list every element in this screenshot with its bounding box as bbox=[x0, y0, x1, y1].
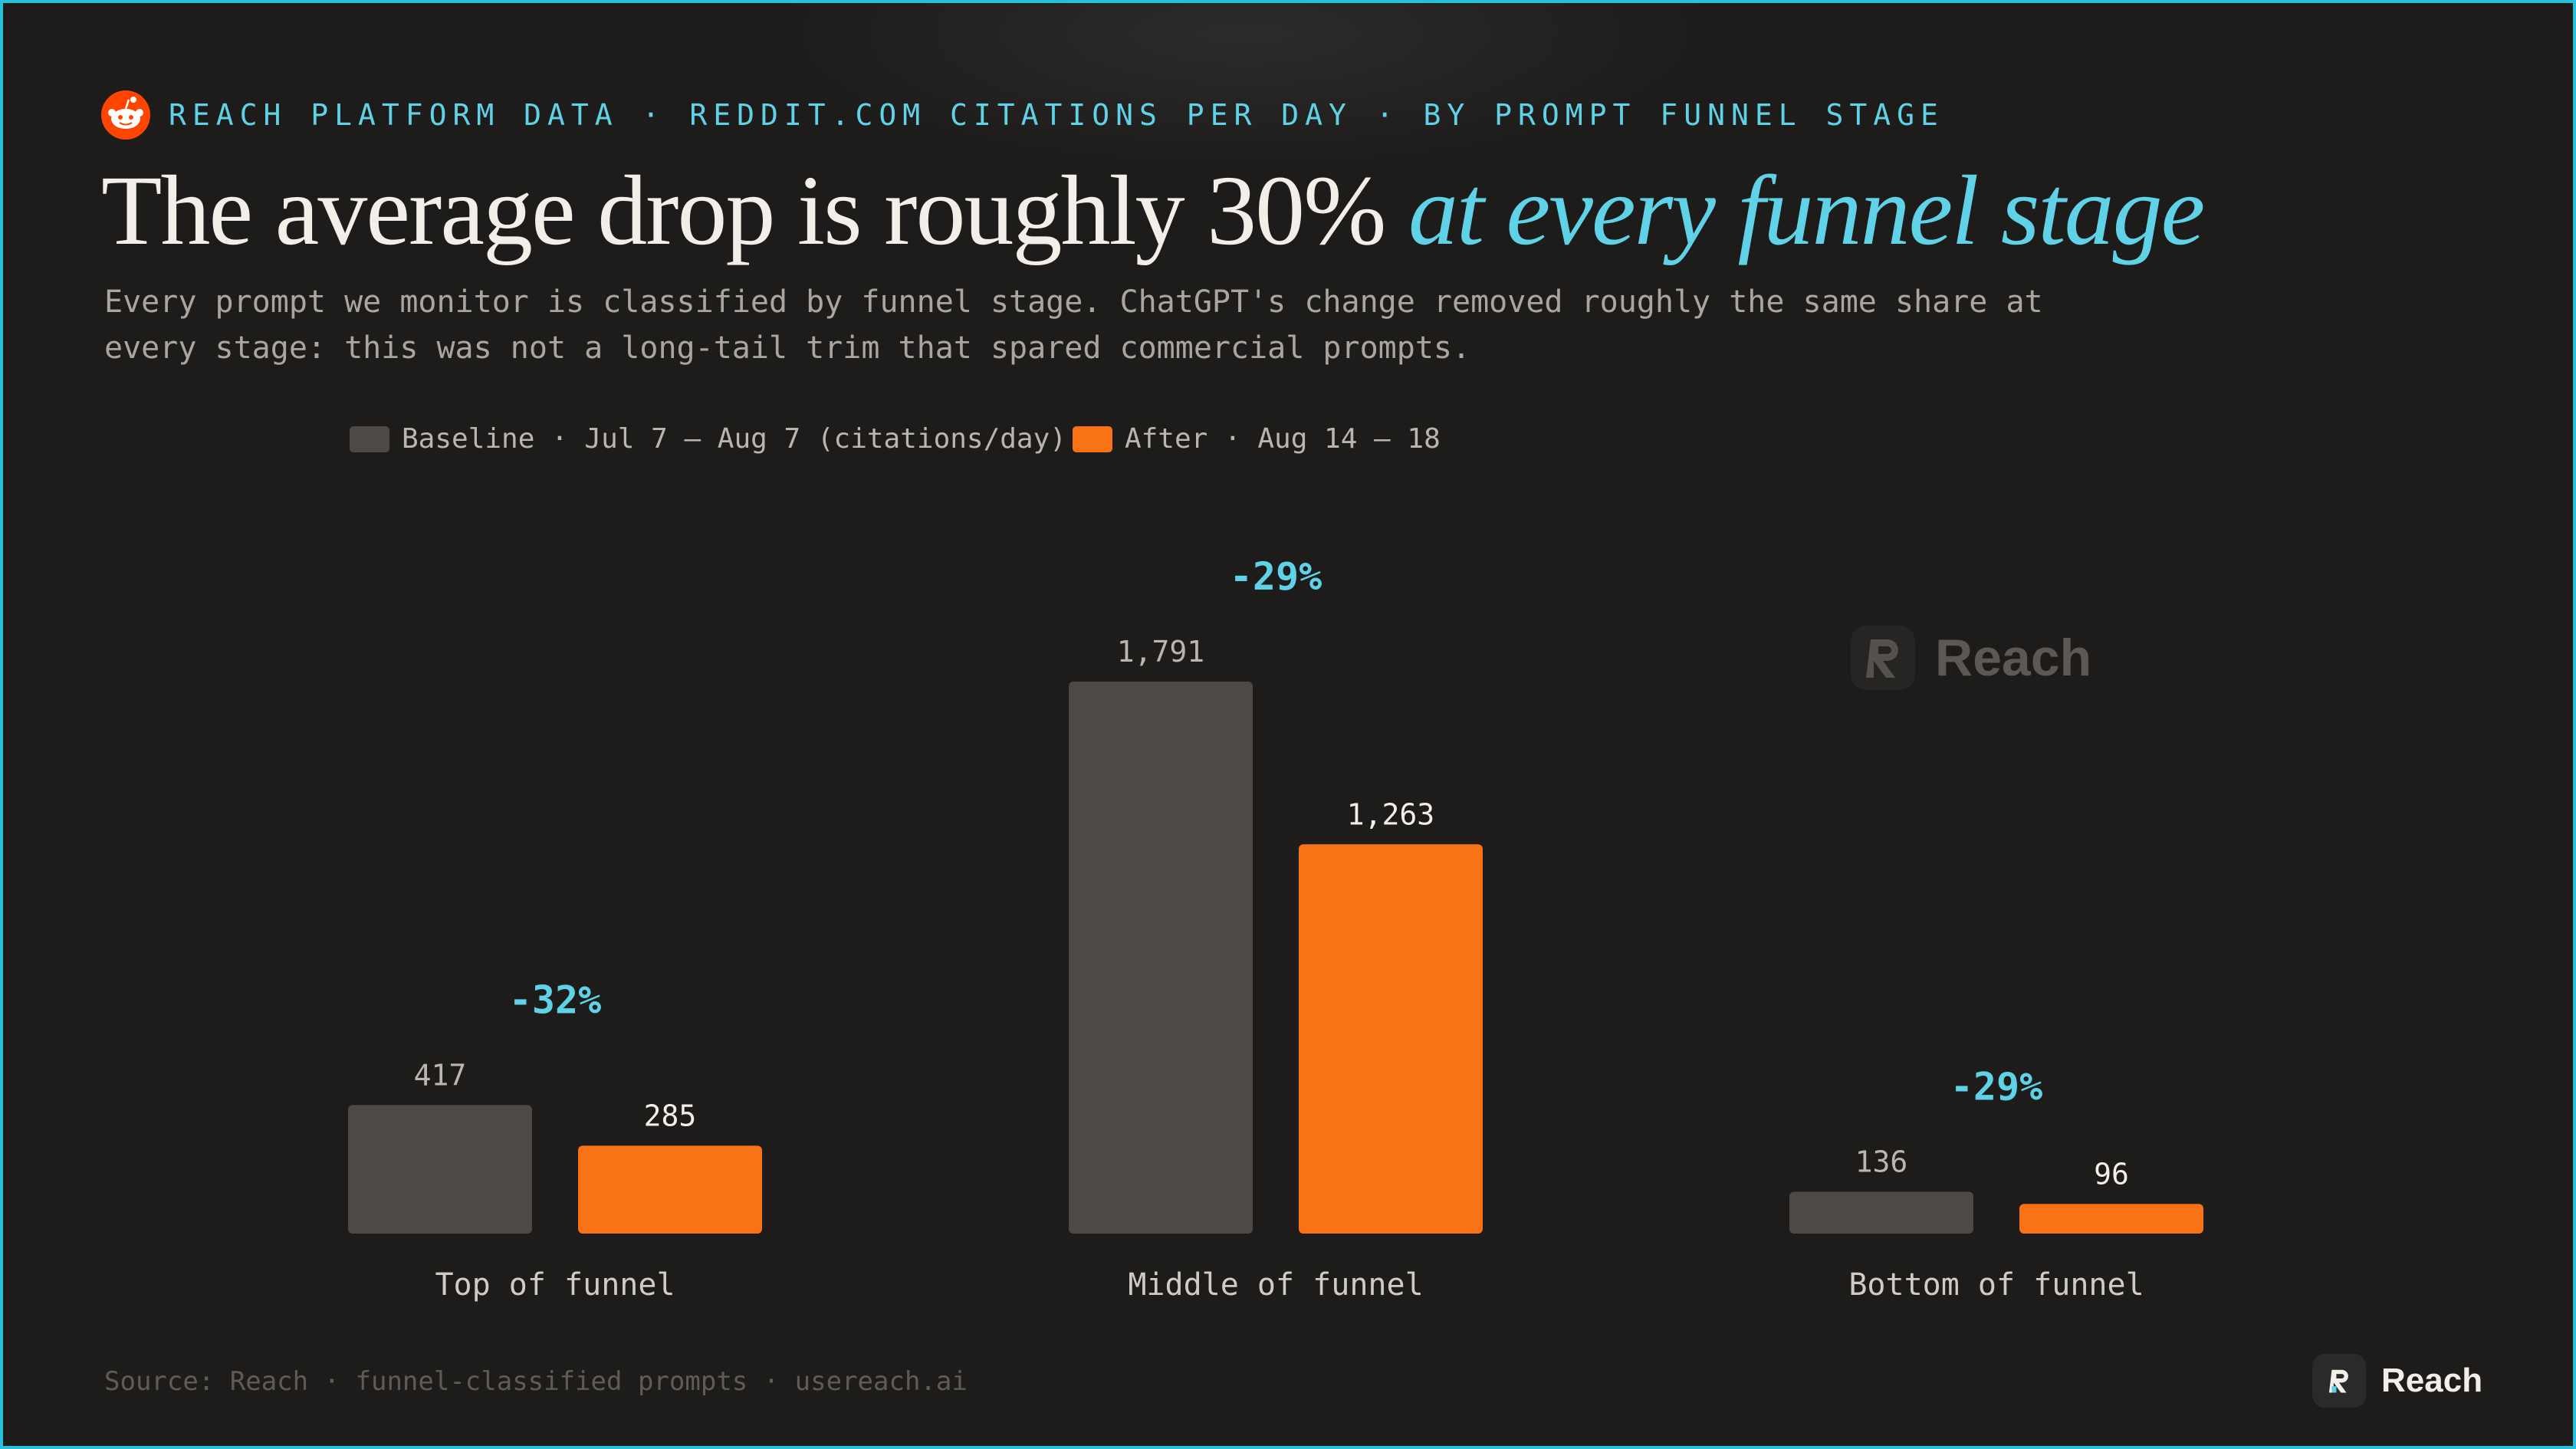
page-title: The average drop is roughly 30% at every… bbox=[101, 153, 2205, 268]
legend-item-after: After · Aug 14 – 18 bbox=[1072, 423, 1441, 455]
data-label-baseline-1: 417 bbox=[414, 1058, 467, 1092]
legend-label-baseline: Baseline · Jul 7 – Aug 7 (citations/day) bbox=[402, 423, 1066, 455]
legend: Baseline · Jul 7 – Aug 7 (citations/day)… bbox=[350, 423, 1441, 455]
legend-item-baseline: Baseline · Jul 7 – Aug 7 (citations/day) bbox=[350, 423, 1066, 455]
footer-brand: Reach bbox=[2312, 1354, 2482, 1408]
bar-baseline-2 bbox=[1069, 682, 1253, 1234]
bar-chart: 417 285 -32% Top of funnel 1,791 1,263 -29% Mid… bbox=[348, 554, 2203, 1303]
eyebrow-label: REACH PLATFORM DATA · REDDIT.COM CITATIO… bbox=[169, 98, 1944, 132]
legend-label-after: After · Aug 14 – 18 bbox=[1124, 423, 1441, 455]
title-accent: at every funnel stage bbox=[1408, 156, 2205, 266]
reach-logo-icon bbox=[2312, 1354, 2366, 1408]
bar-after-3 bbox=[2019, 1204, 2203, 1234]
category-label-2: Middle of funnel bbox=[1128, 1267, 1423, 1303]
footer-brand-label: Reach bbox=[2381, 1362, 2483, 1399]
bar-baseline-1 bbox=[348, 1105, 532, 1234]
bar-after-1 bbox=[578, 1145, 762, 1234]
reach-logo-icon bbox=[1851, 626, 1915, 690]
legend-swatch-after bbox=[1072, 426, 1112, 452]
source-note: Source: Reach · funnel-classified prompt… bbox=[104, 1366, 968, 1397]
reach-logo-mark bbox=[2328, 1369, 2348, 1393]
eyebrow-row: REACH PLATFORM DATA · REDDIT.COM CITATIO… bbox=[101, 90, 1944, 140]
watermark: Reach bbox=[1851, 626, 2091, 690]
title-main: The average drop is roughly 30% bbox=[101, 156, 1408, 266]
data-label-baseline-2: 1,791 bbox=[1117, 635, 1204, 669]
data-label-after-2: 1,263 bbox=[1347, 797, 1434, 831]
watermark-label: Reach bbox=[1935, 629, 2092, 687]
subtitle: Every prompt we monitor is classified by… bbox=[104, 284, 2043, 366]
data-label-after-1: 285 bbox=[644, 1099, 697, 1132]
data-label-baseline-3: 136 bbox=[1855, 1145, 1908, 1178]
category-label-3: Bottom of funnel bbox=[1848, 1267, 2144, 1303]
data-label-after-3: 96 bbox=[2094, 1157, 2129, 1191]
legend-swatch-baseline bbox=[350, 426, 389, 452]
change-label-1: -32% bbox=[509, 978, 601, 1022]
category-label-1: Top of funnel bbox=[435, 1267, 675, 1303]
change-label-2: -29% bbox=[1230, 554, 1322, 599]
change-label-3: -29% bbox=[1950, 1064, 2042, 1109]
bar-baseline-3 bbox=[1789, 1191, 1973, 1234]
reddit-icon bbox=[101, 90, 150, 140]
bar-after-2 bbox=[1299, 844, 1483, 1234]
